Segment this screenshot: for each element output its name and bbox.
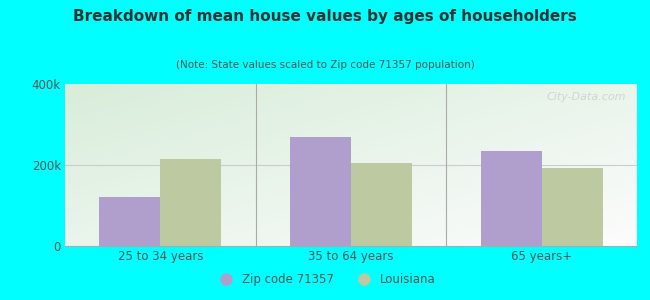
Bar xyxy=(351,163,412,246)
Bar xyxy=(99,197,161,246)
Text: City-Data.com: City-Data.com xyxy=(546,92,625,102)
Legend: Zip code 71357, Louisiana: Zip code 71357, Louisiana xyxy=(209,269,441,291)
Bar xyxy=(290,136,351,246)
Bar xyxy=(541,168,603,246)
Text: Breakdown of mean house values by ages of householders: Breakdown of mean house values by ages o… xyxy=(73,9,577,24)
Bar xyxy=(480,151,541,246)
Bar xyxy=(161,159,222,246)
Text: (Note: State values scaled to Zip code 71357 population): (Note: State values scaled to Zip code 7… xyxy=(176,60,474,70)
